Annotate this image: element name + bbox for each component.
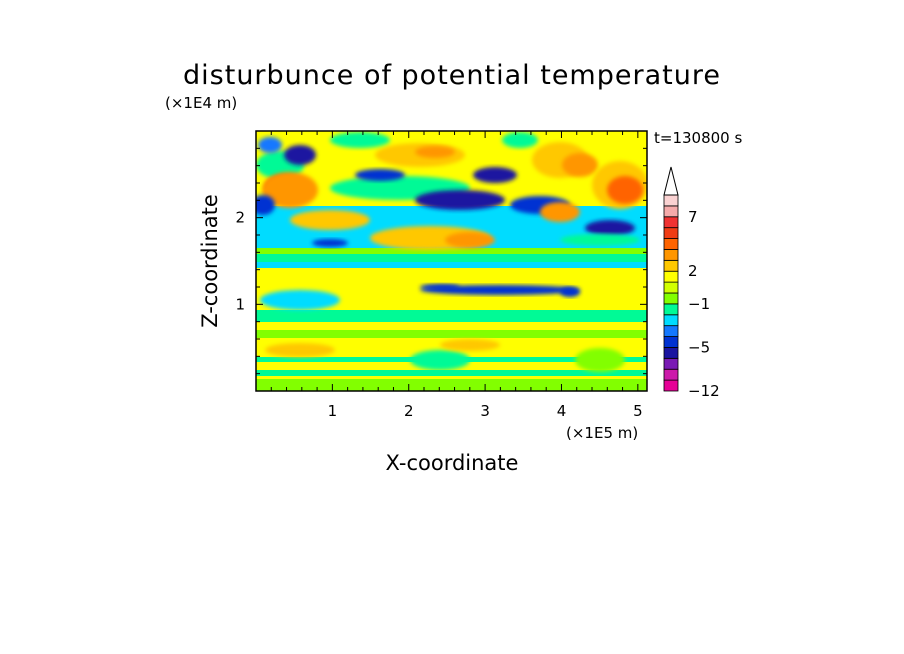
field-band — [256, 254, 647, 262]
axis-ticks: 1 2 3 4 5 1 2 — [235, 131, 647, 420]
field-blob — [256, 195, 275, 215]
field-blob — [265, 343, 335, 357]
field-blob — [502, 132, 538, 148]
field-blob — [420, 284, 460, 290]
x-tick-label: 3 — [480, 402, 490, 420]
field-band — [256, 310, 647, 322]
field-blob — [355, 169, 405, 181]
plot-area — [256, 131, 647, 391]
field-blob — [415, 190, 505, 210]
colorbar-swatch — [663, 227, 679, 239]
chart-title: disturbunce of potential temperature — [183, 60, 721, 91]
colorbar-swatch — [663, 368, 679, 381]
colorbar-swatch — [663, 270, 679, 283]
colorbar-swatch — [663, 357, 679, 370]
colorbar-swatch — [663, 194, 679, 207]
colorbar-swatch — [663, 314, 679, 327]
y-axis-label: Z-coordinate — [198, 194, 222, 328]
y-tick-label: 1 — [235, 295, 245, 313]
x-tick-label: 5 — [633, 402, 643, 420]
colorbar-swatch — [663, 238, 679, 250]
field-shapes — [256, 132, 647, 391]
colorbar-tick-label: −1 — [688, 295, 710, 313]
x-unit-label: (×1E5 m) — [566, 424, 638, 442]
colorbar-swatch — [663, 281, 679, 294]
time-label: t=130800 s — [654, 129, 742, 147]
field-band — [256, 248, 647, 254]
colorbar-swatch — [663, 347, 679, 359]
field-blob — [440, 339, 500, 351]
field-blob — [585, 220, 635, 236]
field-blob — [420, 285, 580, 295]
y-unit-label: (×1E4 m) — [165, 94, 237, 112]
field-blob — [562, 153, 598, 177]
x-axis-label: X-coordinate — [386, 451, 519, 475]
x-tick-label: 2 — [404, 402, 414, 420]
field-blob — [473, 167, 517, 183]
colorbar-tick-label: −12 — [688, 382, 720, 400]
field-band — [256, 379, 647, 391]
colorbar-swatch — [663, 205, 679, 218]
colorbar-tick-label: 2 — [688, 262, 698, 280]
field-blob — [415, 146, 455, 158]
colorbar-swatch — [663, 379, 679, 392]
plot-frame — [255, 130, 648, 392]
field-blob — [290, 210, 370, 230]
y-tick-label: 2 — [235, 209, 245, 227]
field-blob — [410, 350, 470, 370]
colorbar: 7 2 −1 −5 −12 — [663, 166, 720, 400]
colorbar-swatch — [663, 336, 679, 348]
field-band — [256, 370, 647, 376]
field-blob — [258, 137, 282, 153]
field-blob — [312, 239, 348, 247]
x-tick-label: 4 — [557, 402, 567, 420]
field-blob — [560, 287, 580, 297]
colorbar-swatch — [663, 325, 679, 337]
colorbar-extend-arrow — [663, 166, 679, 196]
colorbar-swatch — [663, 292, 679, 305]
colorbar-tick-label: 7 — [688, 208, 698, 226]
field-blob — [560, 234, 640, 246]
colorbar-swatch — [663, 216, 679, 229]
x-tick-label: 1 — [328, 402, 338, 420]
colorbar-swatch — [663, 259, 679, 272]
field-blob — [284, 145, 316, 165]
field-blob — [260, 290, 340, 310]
field-blob — [575, 348, 625, 372]
colorbar-tick-label: −5 — [688, 338, 710, 356]
field-band — [256, 330, 647, 338]
field-blob — [330, 132, 390, 148]
field-blob — [540, 202, 580, 222]
field-blob — [262, 172, 318, 208]
colorbar-swatch — [663, 249, 679, 261]
colorbar-swatch — [663, 303, 679, 316]
field-blob — [607, 176, 643, 204]
field-blob — [445, 232, 495, 248]
